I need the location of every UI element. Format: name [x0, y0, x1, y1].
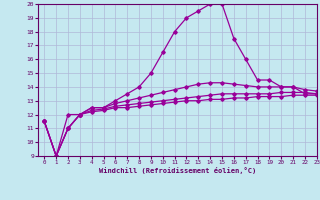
X-axis label: Windchill (Refroidissement éolien,°C): Windchill (Refroidissement éolien,°C) [99, 167, 256, 174]
